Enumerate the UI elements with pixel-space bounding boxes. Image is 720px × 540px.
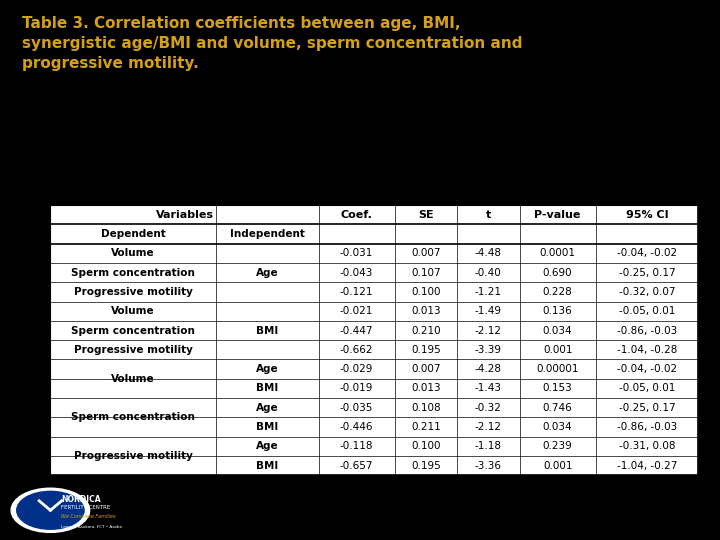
Text: -0.031: -0.031 [340, 248, 373, 259]
Text: 0.100: 0.100 [411, 287, 441, 297]
Text: Table 3. Correlation coefficients between age, BMI,
synergistic age/BMI and volu: Table 3. Correlation coefficients betwee… [22, 16, 522, 71]
Text: NORDICA: NORDICA [60, 495, 100, 504]
Text: 0.228: 0.228 [543, 287, 572, 297]
Text: FERTILITY CENTRE: FERTILITY CENTRE [60, 505, 110, 510]
Text: -0.40: -0.40 [475, 268, 502, 278]
Text: -0.118: -0.118 [340, 441, 373, 451]
Text: -0.029: -0.029 [340, 364, 373, 374]
Text: Age: Age [256, 403, 279, 413]
Text: 0.746: 0.746 [543, 403, 572, 413]
Text: -0.662: -0.662 [340, 345, 373, 355]
Text: 0.00001: 0.00001 [536, 364, 579, 374]
Text: -0.25, 0.17: -0.25, 0.17 [618, 268, 675, 278]
Text: -0.447: -0.447 [340, 326, 373, 335]
Text: t: t [486, 210, 491, 220]
Text: -0.019: -0.019 [340, 383, 373, 394]
Text: 0.034: 0.034 [543, 422, 572, 432]
Text: Sperm concentration: Sperm concentration [71, 326, 195, 335]
Text: -2.12: -2.12 [475, 326, 502, 335]
Text: -0.25, 0.17: -0.25, 0.17 [618, 403, 675, 413]
Text: Independent: Independent [230, 229, 305, 239]
Text: -0.86, -0.03: -0.86, -0.03 [617, 326, 677, 335]
Text: BMI: BMI [256, 383, 278, 394]
Text: BMI: BMI [256, 326, 278, 335]
Text: Sperm concentration: Sperm concentration [71, 268, 195, 278]
Text: Sperm concentration: Sperm concentration [71, 413, 195, 422]
Text: -0.86, -0.03: -0.86, -0.03 [617, 422, 677, 432]
Text: Volume: Volume [112, 374, 155, 384]
Text: -0.05, 0.01: -0.05, 0.01 [618, 383, 675, 394]
Text: SE: SE [418, 210, 433, 220]
Text: 0.007: 0.007 [411, 248, 441, 259]
Text: -4.48: -4.48 [475, 248, 502, 259]
Text: 0.136: 0.136 [543, 306, 572, 316]
Circle shape [17, 491, 84, 529]
Text: Volume: Volume [112, 306, 155, 316]
Text: Progressive motility: Progressive motility [73, 451, 192, 461]
Text: -1.43: -1.43 [475, 383, 502, 394]
Text: 0.001: 0.001 [543, 345, 572, 355]
Text: Lagos • Asokoro, FCT • Asaba: Lagos • Asokoro, FCT • Asaba [60, 525, 122, 529]
Text: 0.001: 0.001 [543, 461, 572, 470]
Text: 0.195: 0.195 [411, 345, 441, 355]
Text: 0.108: 0.108 [411, 403, 441, 413]
Text: P-value: P-value [534, 210, 581, 220]
Text: -1.04, -0.27: -1.04, -0.27 [617, 461, 678, 470]
Text: 0.100: 0.100 [411, 441, 441, 451]
Text: 0.007: 0.007 [411, 364, 441, 374]
Circle shape [11, 488, 90, 532]
Text: 0.0001: 0.0001 [539, 248, 575, 259]
Text: BMI: BMI [256, 422, 278, 432]
Text: 0.690: 0.690 [543, 268, 572, 278]
Text: -2.12: -2.12 [475, 422, 502, 432]
Text: -0.657: -0.657 [340, 461, 373, 470]
Text: -0.043: -0.043 [340, 268, 373, 278]
Text: -0.32, 0.07: -0.32, 0.07 [618, 287, 675, 297]
Text: Age: Age [256, 364, 279, 374]
Text: Age: Age [256, 441, 279, 451]
Text: Volume: Volume [112, 248, 155, 259]
Text: 0.013: 0.013 [411, 383, 441, 394]
Text: -0.035: -0.035 [340, 403, 373, 413]
Text: -3.36: -3.36 [475, 461, 502, 470]
Text: -1.49: -1.49 [475, 306, 502, 316]
Text: -0.446: -0.446 [340, 422, 373, 432]
Text: -0.31, 0.08: -0.31, 0.08 [618, 441, 675, 451]
Text: We Complete Families: We Complete Families [60, 514, 115, 519]
Text: -3.39: -3.39 [475, 345, 502, 355]
Text: 0.239: 0.239 [543, 441, 572, 451]
Text: Variables: Variables [156, 210, 213, 220]
Text: 0.013: 0.013 [411, 306, 441, 316]
Text: -4.28: -4.28 [475, 364, 502, 374]
Text: -1.21: -1.21 [475, 287, 502, 297]
Text: Coef.: Coef. [341, 210, 372, 220]
Text: -1.18: -1.18 [475, 441, 502, 451]
Text: 0.210: 0.210 [411, 326, 441, 335]
Text: Dependent: Dependent [101, 229, 166, 239]
Text: Age: Age [256, 268, 279, 278]
Text: -0.04, -0.02: -0.04, -0.02 [617, 364, 677, 374]
Text: 0.107: 0.107 [411, 268, 441, 278]
Text: -1.04, -0.28: -1.04, -0.28 [617, 345, 678, 355]
Text: 0.034: 0.034 [543, 326, 572, 335]
Text: BMI: BMI [256, 461, 278, 470]
Text: 0.211: 0.211 [411, 422, 441, 432]
Text: -0.021: -0.021 [340, 306, 373, 316]
Text: 0.195: 0.195 [411, 461, 441, 470]
Text: -0.05, 0.01: -0.05, 0.01 [618, 306, 675, 316]
Text: 0.153: 0.153 [543, 383, 572, 394]
Text: -0.121: -0.121 [340, 287, 373, 297]
Text: -0.32: -0.32 [475, 403, 502, 413]
Text: 95% CI: 95% CI [626, 210, 668, 220]
Text: Progressive motility: Progressive motility [73, 287, 192, 297]
Text: -0.04, -0.02: -0.04, -0.02 [617, 248, 677, 259]
Text: Progressive motility: Progressive motility [73, 345, 192, 355]
